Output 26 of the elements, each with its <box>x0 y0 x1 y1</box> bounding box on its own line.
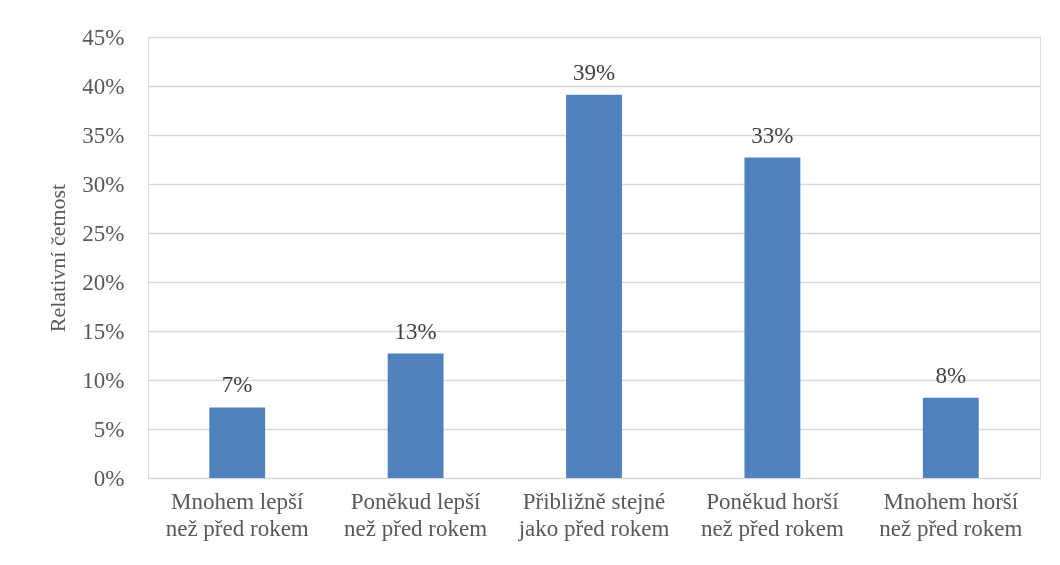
y-tick-label: 45% <box>82 24 125 50</box>
bar <box>387 353 444 478</box>
y-tick-label: 0% <box>93 465 125 491</box>
x-tick-label: Mnohem lepší než před rokem <box>165 488 309 541</box>
bar <box>209 407 266 478</box>
y-tick-label: 35% <box>82 122 125 148</box>
bar <box>566 94 622 478</box>
data-label: 33% <box>751 122 794 148</box>
data-label: 13% <box>394 318 437 344</box>
data-label: 8% <box>935 362 967 388</box>
y-tick-label: 40% <box>82 73 125 99</box>
x-tick-label: Poněkud lepší než před rokem <box>344 488 488 541</box>
x-tick-label: Mnohem horší než před rokem <box>879 488 1023 541</box>
y-tick-label: 5% <box>93 416 125 442</box>
bar <box>922 397 979 478</box>
x-tick-label: Přibližně stejné jako před rokem <box>517 488 670 541</box>
y-tick-label: 25% <box>82 220 125 246</box>
bar <box>744 157 801 478</box>
y-tick-label: 10% <box>82 367 125 393</box>
data-label: 39% <box>572 59 616 85</box>
x-tick-label: Poněkud horší než před rokem <box>700 488 845 541</box>
y-tick-label: 30% <box>82 171 125 197</box>
y-tick-label: 15% <box>82 318 125 344</box>
y-tick-label: 20% <box>82 269 125 295</box>
y-axis-title: Relativní četnost <box>45 183 71 333</box>
data-label: 7% <box>221 372 253 398</box>
